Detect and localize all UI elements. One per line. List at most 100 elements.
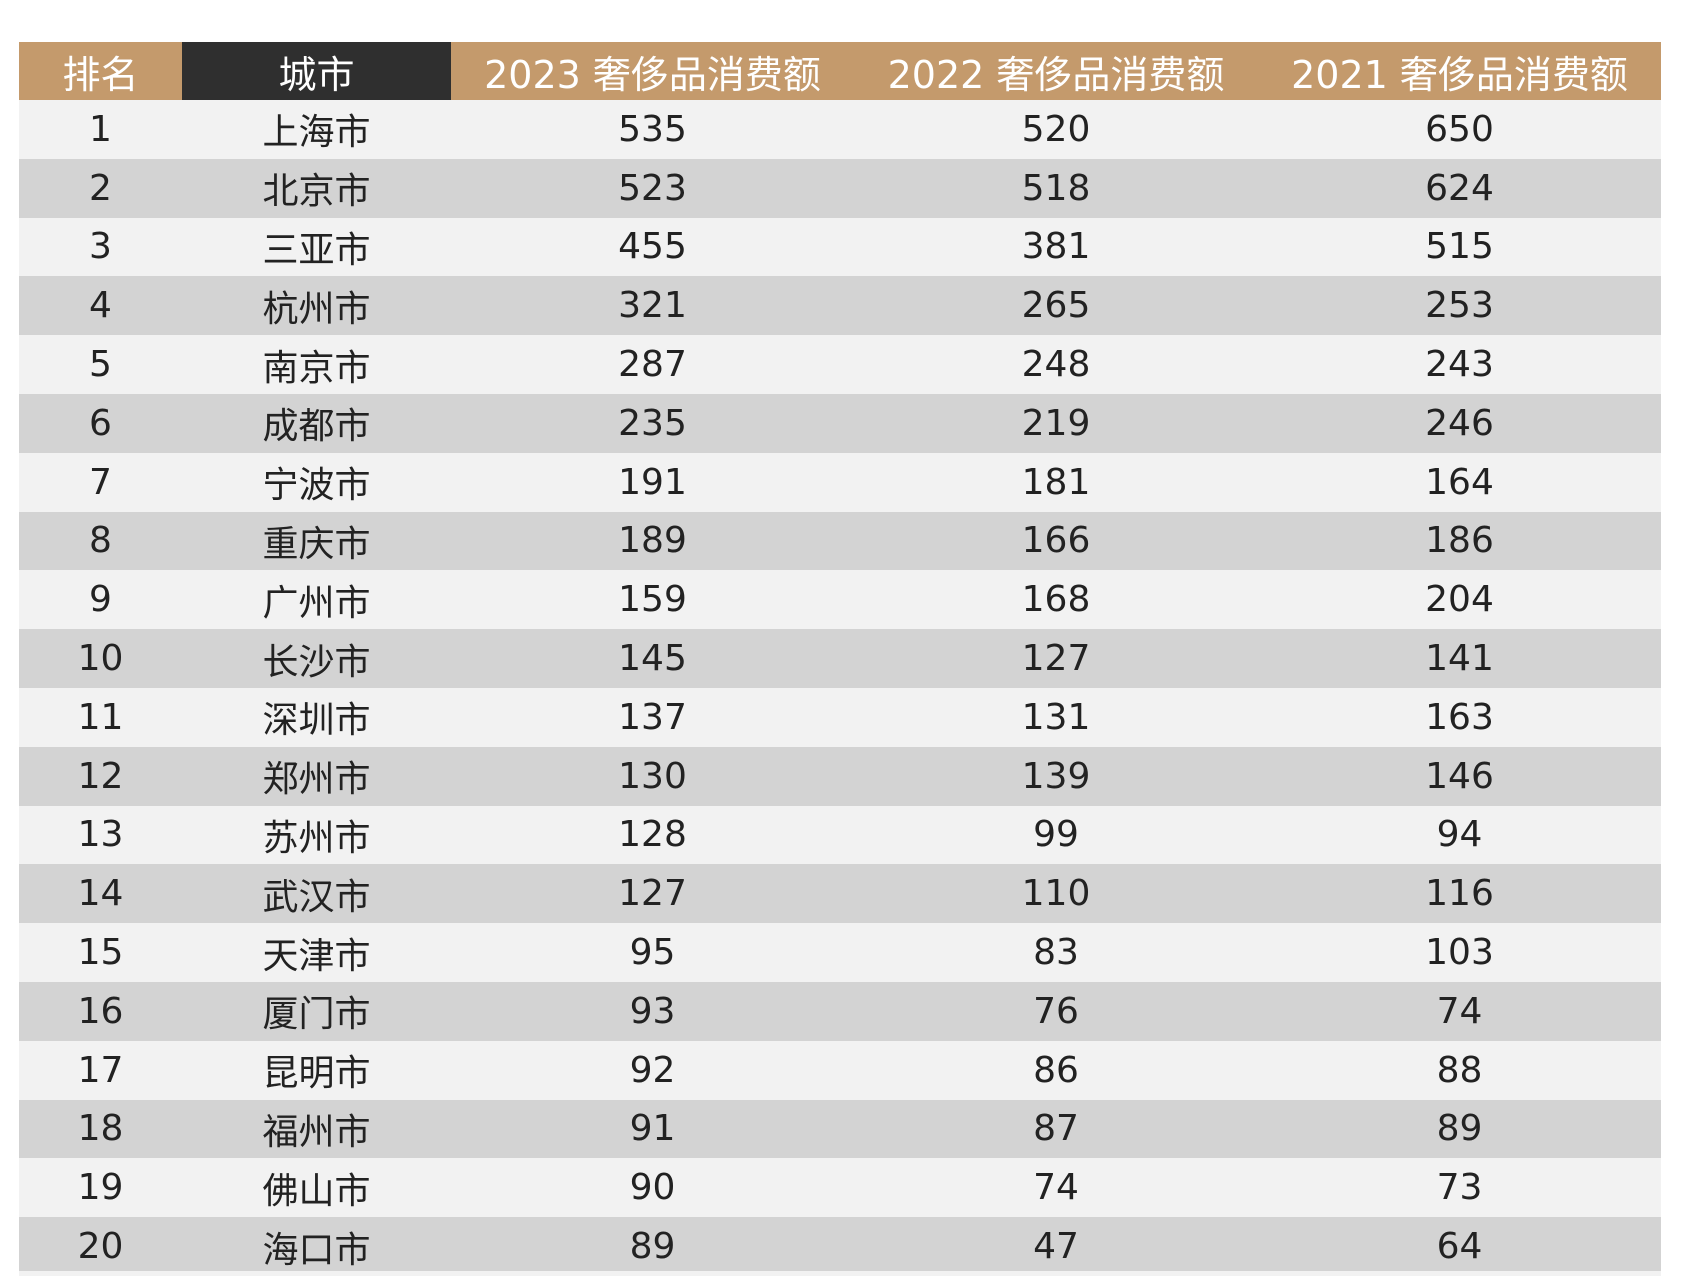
value-2022-cell: 47 (854, 1217, 1258, 1276)
rank-cell: 14 (19, 864, 182, 924)
rank-cell: 6 (19, 393, 182, 453)
table-row: 1 上海市 535 520 650 (19, 100, 1661, 159)
value-2021-cell: 243 (1258, 335, 1661, 394)
value-2022-cell: 127 (854, 629, 1258, 688)
table-row: 12 郑州市 130 139 146 (19, 746, 1661, 806)
rank-cell: 2 (19, 158, 182, 218)
value-2022-cell: 131 (854, 687, 1258, 747)
value-2022-cell: 181 (854, 452, 1258, 512)
value-2021-cell: 515 (1258, 217, 1661, 277)
value-2022-cell: 265 (854, 276, 1258, 336)
table-row: 5 南京市 287 248 243 (19, 335, 1661, 394)
value-2022-cell: 168 (854, 570, 1258, 630)
city-cell: 海口市 (182, 1217, 451, 1276)
table-row: 2 北京市 523 518 624 (19, 158, 1661, 218)
value-2023-cell: 130 (451, 746, 854, 806)
city-cell: 宁波市 (182, 452, 451, 512)
value-2022-cell: 86 (854, 1040, 1258, 1100)
table-row: 4 杭州市 321 265 253 (19, 276, 1661, 336)
value-2023-cell: 321 (451, 276, 854, 336)
value-2022-cell: 87 (854, 1099, 1258, 1159)
rank-cell: 4 (19, 276, 182, 336)
table-row: 17 昆明市 92 86 88 (19, 1040, 1661, 1100)
value-2022-cell: 99 (854, 805, 1258, 865)
value-2023-cell: 145 (451, 629, 854, 688)
city-cell: 重庆市 (182, 511, 451, 571)
city-cell: 佛山市 (182, 1158, 451, 1218)
city-cell: 长沙市 (182, 629, 451, 688)
city-cell: 苏州市 (182, 805, 451, 865)
table-header-row: 排名 城市 2023 奢侈品消费额 2022 奢侈品消费额 2021 奢侈品消费… (19, 42, 1661, 100)
next-row-edge (19, 1271, 1661, 1276)
value-2022-cell: 520 (854, 100, 1258, 159)
rank-cell: 11 (19, 687, 182, 747)
rank-cell: 7 (19, 452, 182, 512)
value-2022-cell: 381 (854, 217, 1258, 277)
value-2022-cell: 166 (854, 511, 1258, 571)
value-2021-cell: 141 (1258, 629, 1661, 688)
value-2021-cell: 163 (1258, 687, 1661, 747)
value-2023-cell: 287 (451, 335, 854, 394)
city-cell: 深圳市 (182, 687, 451, 747)
city-cell: 郑州市 (182, 746, 451, 806)
value-2022-cell: 139 (854, 746, 1258, 806)
value-2023-cell: 89 (451, 1217, 854, 1276)
rank-cell: 15 (19, 923, 182, 982)
city-cell: 上海市 (182, 100, 451, 159)
rank-cell: 9 (19, 570, 182, 630)
table-row: 8 重庆市 189 166 186 (19, 511, 1661, 571)
value-2022-cell: 76 (854, 981, 1258, 1041)
table-row: 18 福州市 91 87 89 (19, 1099, 1661, 1159)
value-2021-cell: 94 (1258, 805, 1661, 865)
value-2023-cell: 191 (451, 452, 854, 512)
table-row: 6 成都市 235 219 246 (19, 393, 1661, 453)
value-2022-cell: 518 (854, 158, 1258, 218)
rank-cell: 20 (19, 1217, 182, 1276)
value-2023-cell: 137 (451, 687, 854, 747)
value-2021-cell: 204 (1258, 570, 1661, 630)
header-2021: 2021 奢侈品消费额 (1258, 42, 1661, 100)
value-2022-cell: 248 (854, 335, 1258, 394)
value-2023-cell: 455 (451, 217, 854, 277)
value-2021-cell: 116 (1258, 864, 1661, 924)
rank-cell: 8 (19, 511, 182, 571)
value-2023-cell: 159 (451, 570, 854, 630)
city-cell: 昆明市 (182, 1040, 451, 1100)
rank-cell: 13 (19, 805, 182, 865)
rank-cell: 1 (19, 100, 182, 159)
rank-cell: 19 (19, 1158, 182, 1218)
rank-cell: 18 (19, 1099, 182, 1159)
city-cell: 天津市 (182, 923, 451, 982)
city-cell: 三亚市 (182, 217, 451, 277)
city-cell: 北京市 (182, 158, 451, 218)
city-cell: 厦门市 (182, 981, 451, 1041)
value-2023-cell: 523 (451, 158, 854, 218)
table-body: 1 上海市 535 520 650 2 北京市 523 518 624 3 三亚市 455 381 515 4… (19, 100, 1661, 1276)
luxury-spending-table: 排名 城市 2023 奢侈品消费额 2022 奢侈品消费额 2021 奢侈品消费… (19, 42, 1661, 1276)
value-2022-cell: 219 (854, 393, 1258, 453)
value-2021-cell: 103 (1258, 923, 1661, 982)
value-2022-cell: 110 (854, 864, 1258, 924)
table-row: 9 广州市 159 168 204 (19, 570, 1661, 630)
value-2023-cell: 535 (451, 100, 854, 159)
header-2022: 2022 奢侈品消费额 (854, 42, 1258, 100)
value-2021-cell: 146 (1258, 746, 1661, 806)
table-row: 20 海口市 89 47 64 (19, 1217, 1661, 1276)
value-2023-cell: 91 (451, 1099, 854, 1159)
city-cell: 广州市 (182, 570, 451, 630)
value-2023-cell: 90 (451, 1158, 854, 1218)
value-2023-cell: 189 (451, 511, 854, 571)
header-2023: 2023 奢侈品消费额 (451, 42, 854, 100)
value-2021-cell: 624 (1258, 158, 1661, 218)
value-2021-cell: 186 (1258, 511, 1661, 571)
table-row: 3 三亚市 455 381 515 (19, 217, 1661, 277)
rank-cell: 12 (19, 746, 182, 806)
value-2021-cell: 73 (1258, 1158, 1661, 1218)
rank-cell: 3 (19, 217, 182, 277)
table-row: 19 佛山市 90 74 73 (19, 1158, 1661, 1218)
city-cell: 成都市 (182, 393, 451, 453)
city-cell: 杭州市 (182, 276, 451, 336)
table-row: 10 长沙市 145 127 141 (19, 629, 1661, 688)
table-row: 16 厦门市 93 76 74 (19, 981, 1661, 1041)
city-cell: 福州市 (182, 1099, 451, 1159)
